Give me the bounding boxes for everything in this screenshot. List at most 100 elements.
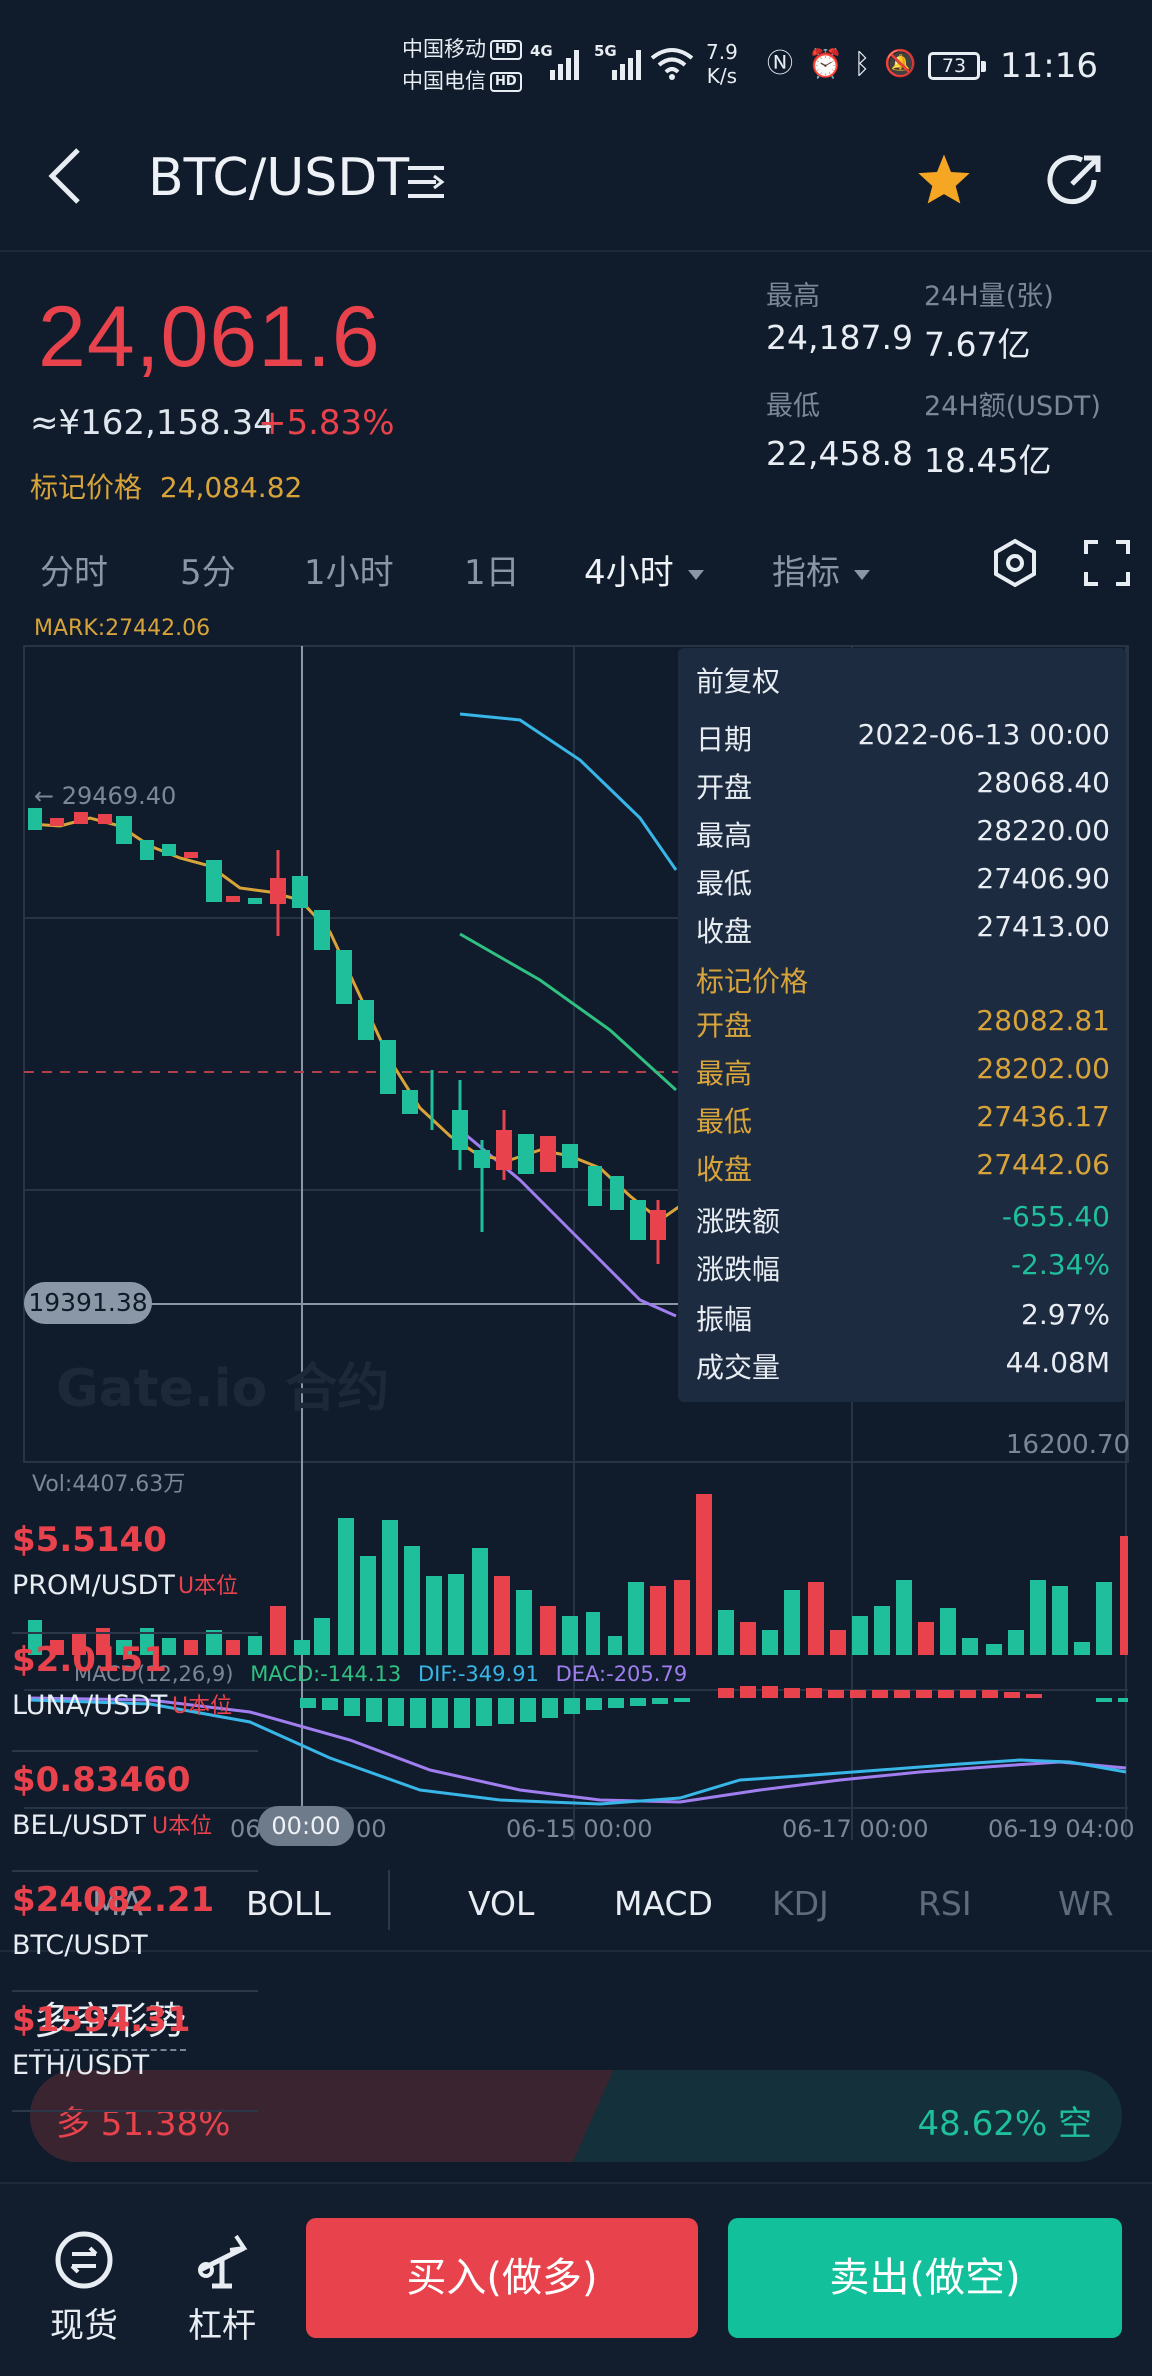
tab-indicator[interactable]: 指标 xyxy=(772,545,870,594)
tooltip-row: 涨跌额 -655.40 xyxy=(696,1200,1110,1238)
spot-icon xyxy=(55,2231,113,2289)
amount-label: 24H额(USDT) xyxy=(924,391,1101,422)
high-annotation: ← 29469.40 xyxy=(34,782,177,810)
net-speed: 7.9 K/s xyxy=(706,40,738,88)
pair-menu-icon[interactable] xyxy=(408,166,448,200)
ticker-item[interactable]: $5.5140 PROM/USDT U本位 xyxy=(12,1520,239,1601)
ticker-item[interactable]: $24082.21 BTC/USDT xyxy=(12,1880,215,1961)
back-icon[interactable] xyxy=(44,146,84,206)
tooltip-mark-row: 最高 28202.00 xyxy=(696,1052,1110,1090)
network-5g: 5G xyxy=(594,42,617,60)
tab-ma[interactable]: MA xyxy=(92,1884,144,1923)
macd-legend: MACD(12,26,9) MACD:-144.13 DIF:-349.91 D… xyxy=(74,1662,688,1686)
tooltip-row: 开盘 28068.40 xyxy=(696,766,1110,804)
tooltip-row: 收盘 27413.00 xyxy=(696,910,1110,948)
tooltip-row: 振幅 2.97% xyxy=(696,1298,1110,1336)
alarm-icon: ⏰ xyxy=(808,47,843,80)
chevron-down-icon xyxy=(687,569,704,580)
long-ratio-fill xyxy=(30,2070,614,2162)
tab-1day[interactable]: 1日 xyxy=(464,553,520,593)
amount-value: 18.45亿 xyxy=(924,441,1052,480)
chevron-down-icon xyxy=(854,569,870,580)
carrier-1: 中国移动 HD xyxy=(402,34,522,64)
tab-kdj[interactable]: KDJ xyxy=(772,1884,829,1923)
high-value: 24,187.9 xyxy=(766,318,913,357)
settings-icon[interactable] xyxy=(990,538,1040,588)
indicator-divider xyxy=(388,1870,390,1930)
tab-boll[interactable]: BOLL xyxy=(246,1884,331,1923)
ticker-item[interactable]: $2.0151 LUNA/USDT U本位 xyxy=(12,1640,233,1721)
crosshair-price-tag: 19391.38 xyxy=(24,1282,152,1324)
tab-4hour[interactable]: 4小时 xyxy=(584,545,704,594)
tab-wr[interactable]: WR xyxy=(1058,1884,1114,1923)
watermark: Gate.io 合约 xyxy=(56,1359,390,1419)
tooltip-mark-title: 标记价格 xyxy=(696,965,809,998)
tab-1hour[interactable]: 1小时 xyxy=(304,553,394,593)
nav-spot[interactable]: 现货 xyxy=(34,2230,134,2347)
candles xyxy=(28,808,666,1264)
high-label: 最高 xyxy=(766,281,820,312)
tooltip-row: 最高 28220.00 xyxy=(696,814,1110,852)
ticker-divider xyxy=(12,1870,258,1872)
wifi-icon xyxy=(650,48,694,80)
ticker-divider xyxy=(12,1632,258,1634)
mark-price-line xyxy=(29,816,681,1222)
ticker-item[interactable]: $1594.31 ETH/USDT xyxy=(12,2000,191,2081)
long-short-title[interactable]: 多空形势 xyxy=(34,1990,187,2051)
kline-chart[interactable] xyxy=(0,640,1152,1840)
tooltip-title: 前复权 xyxy=(696,665,781,698)
buy-long-button[interactable]: 买入(做多) xyxy=(306,2218,698,2338)
date-label-1b: 00 xyxy=(356,1815,387,1843)
fullscreen-icon[interactable] xyxy=(1084,540,1130,586)
tooltip-row: 日期 2022-06-13 00:00 xyxy=(696,718,1110,756)
low-value: 22,458.8 xyxy=(766,434,913,473)
tab-rsi[interactable]: RSI xyxy=(918,1884,972,1923)
nav-leverage[interactable]: 杠杆 xyxy=(172,2230,272,2347)
page-title[interactable]: BTC/USDT xyxy=(148,148,410,208)
tab-vol[interactable]: VOL xyxy=(468,1884,535,1923)
volume-label: 24H量(张) xyxy=(924,281,1054,312)
last-price: 24,061.6 xyxy=(38,289,381,385)
change-percent: +5.83% xyxy=(258,403,395,443)
tab-macd[interactable]: MACD xyxy=(614,1884,713,1923)
tooltip-row: 成交量 44.08M xyxy=(696,1346,1110,1384)
low-annotation: 16200.70 xyxy=(1006,1430,1131,1460)
signal-icon-2 xyxy=(612,40,641,80)
tooltip-mark-row: 最低 27436.17 xyxy=(696,1100,1110,1138)
volume-label: Vol:4407.63万 xyxy=(32,1472,186,1497)
cny-price: ≈¥162,158.34 xyxy=(30,403,275,443)
volume-bars xyxy=(28,1494,1128,1655)
date-label-4: 06-19 04:00 xyxy=(988,1815,1135,1843)
share-icon[interactable] xyxy=(1046,150,1106,210)
tooltip-row: 最低 27406.90 xyxy=(696,862,1110,900)
status-bar: 中国移动 HD 中国电信 HD 4G 5G 7.9 K/s Ⓝ ⏰ ᛒ 🔕 73 11… xyxy=(0,0,1152,130)
crosshair-date-tag: 00:00 xyxy=(258,1806,354,1846)
indicator-bar xyxy=(0,1852,1152,1952)
leverage-icon xyxy=(198,2234,248,2289)
volume-value: 7.67亿 xyxy=(924,325,1031,364)
short-ratio: 48.62% 空 xyxy=(917,2104,1092,2144)
tab-time[interactable]: 分时 xyxy=(40,553,108,593)
indicator-divider-line xyxy=(0,1950,1152,1952)
tooltip-mark-row: 收盘 27442.06 xyxy=(696,1148,1110,1186)
tooltip-row: 涨跌幅 -2.34% xyxy=(696,1248,1110,1286)
ticker-item[interactable]: $0.83460 BEL/USDT U本位 xyxy=(12,1760,213,1841)
date-label-3: 06-17 00:00 xyxy=(782,1815,929,1843)
bluetooth-icon: ᛒ xyxy=(853,47,871,80)
mute-icon: 🔕 xyxy=(884,49,917,79)
tab-5min[interactable]: 5分 xyxy=(180,553,236,593)
date-label-1: 06 xyxy=(230,1815,261,1843)
carrier-2: 中国电信 HD xyxy=(402,66,522,96)
sell-short-button[interactable]: 卖出(做空) xyxy=(728,2218,1122,2338)
ticker-divider xyxy=(12,1990,258,1992)
tooltip-mark-row: 开盘 28082.81 xyxy=(696,1004,1110,1042)
signal-icon xyxy=(550,40,579,80)
nfc-icon: Ⓝ xyxy=(766,49,793,79)
date-label-2: 06-15 00:00 xyxy=(506,1815,653,1843)
mark-price: 标记价格 24,084.82 xyxy=(30,471,303,504)
mark-label: MARK:27442.06 xyxy=(34,616,211,641)
header-divider xyxy=(0,250,1152,252)
low-label: 最低 xyxy=(766,391,820,422)
ticker-divider xyxy=(12,2110,258,2112)
star-icon[interactable] xyxy=(916,152,972,206)
